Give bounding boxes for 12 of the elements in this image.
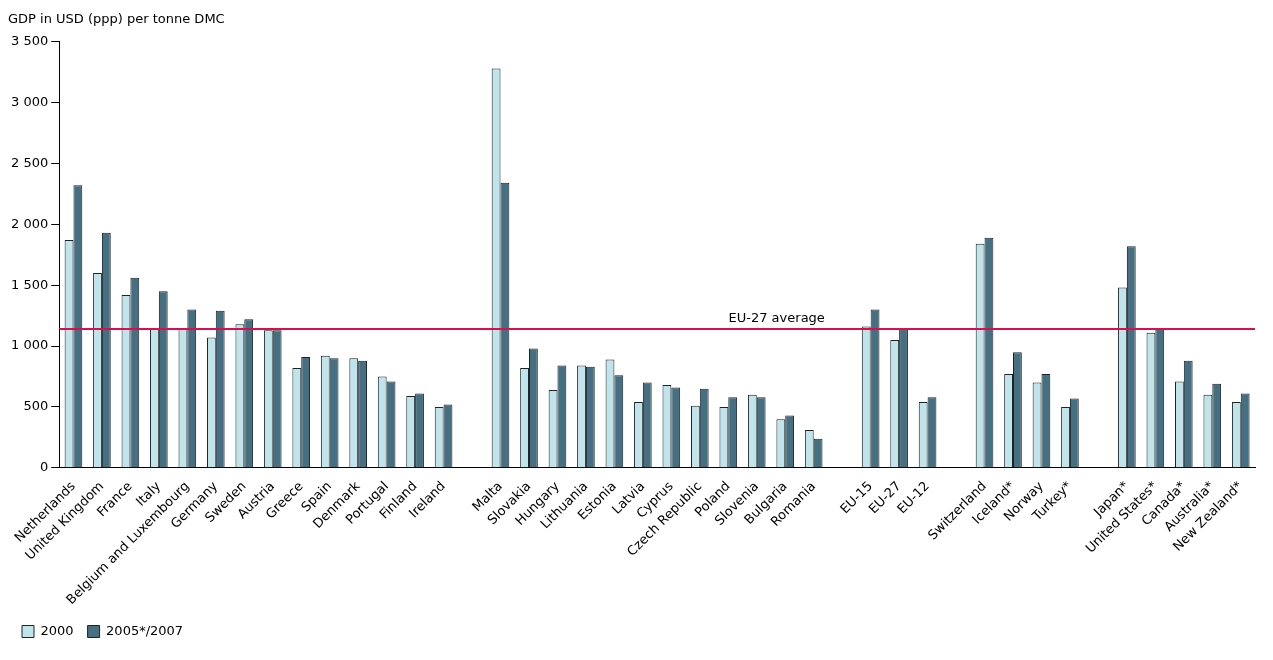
y-tick-label: 500 (23, 398, 49, 414)
y-tick-label: 2 500 (11, 154, 49, 170)
y-tick-label: 3 000 (11, 93, 49, 109)
y-axis-title: GDP in USD (ppp) per tonne DMC (8, 11, 225, 27)
y-tick-label: 0 (39, 459, 49, 475)
y-tick-label: 1 000 (11, 337, 49, 353)
legend-label: 2005*/2007 (106, 622, 184, 638)
y-tick-label: 2 000 (11, 215, 49, 231)
y-tick-label: 1 500 (11, 276, 49, 292)
ref-line-label: EU-27 average (728, 309, 825, 325)
legend-label: 2000 (40, 622, 74, 638)
y-tick-label: 3 500 (11, 32, 49, 48)
